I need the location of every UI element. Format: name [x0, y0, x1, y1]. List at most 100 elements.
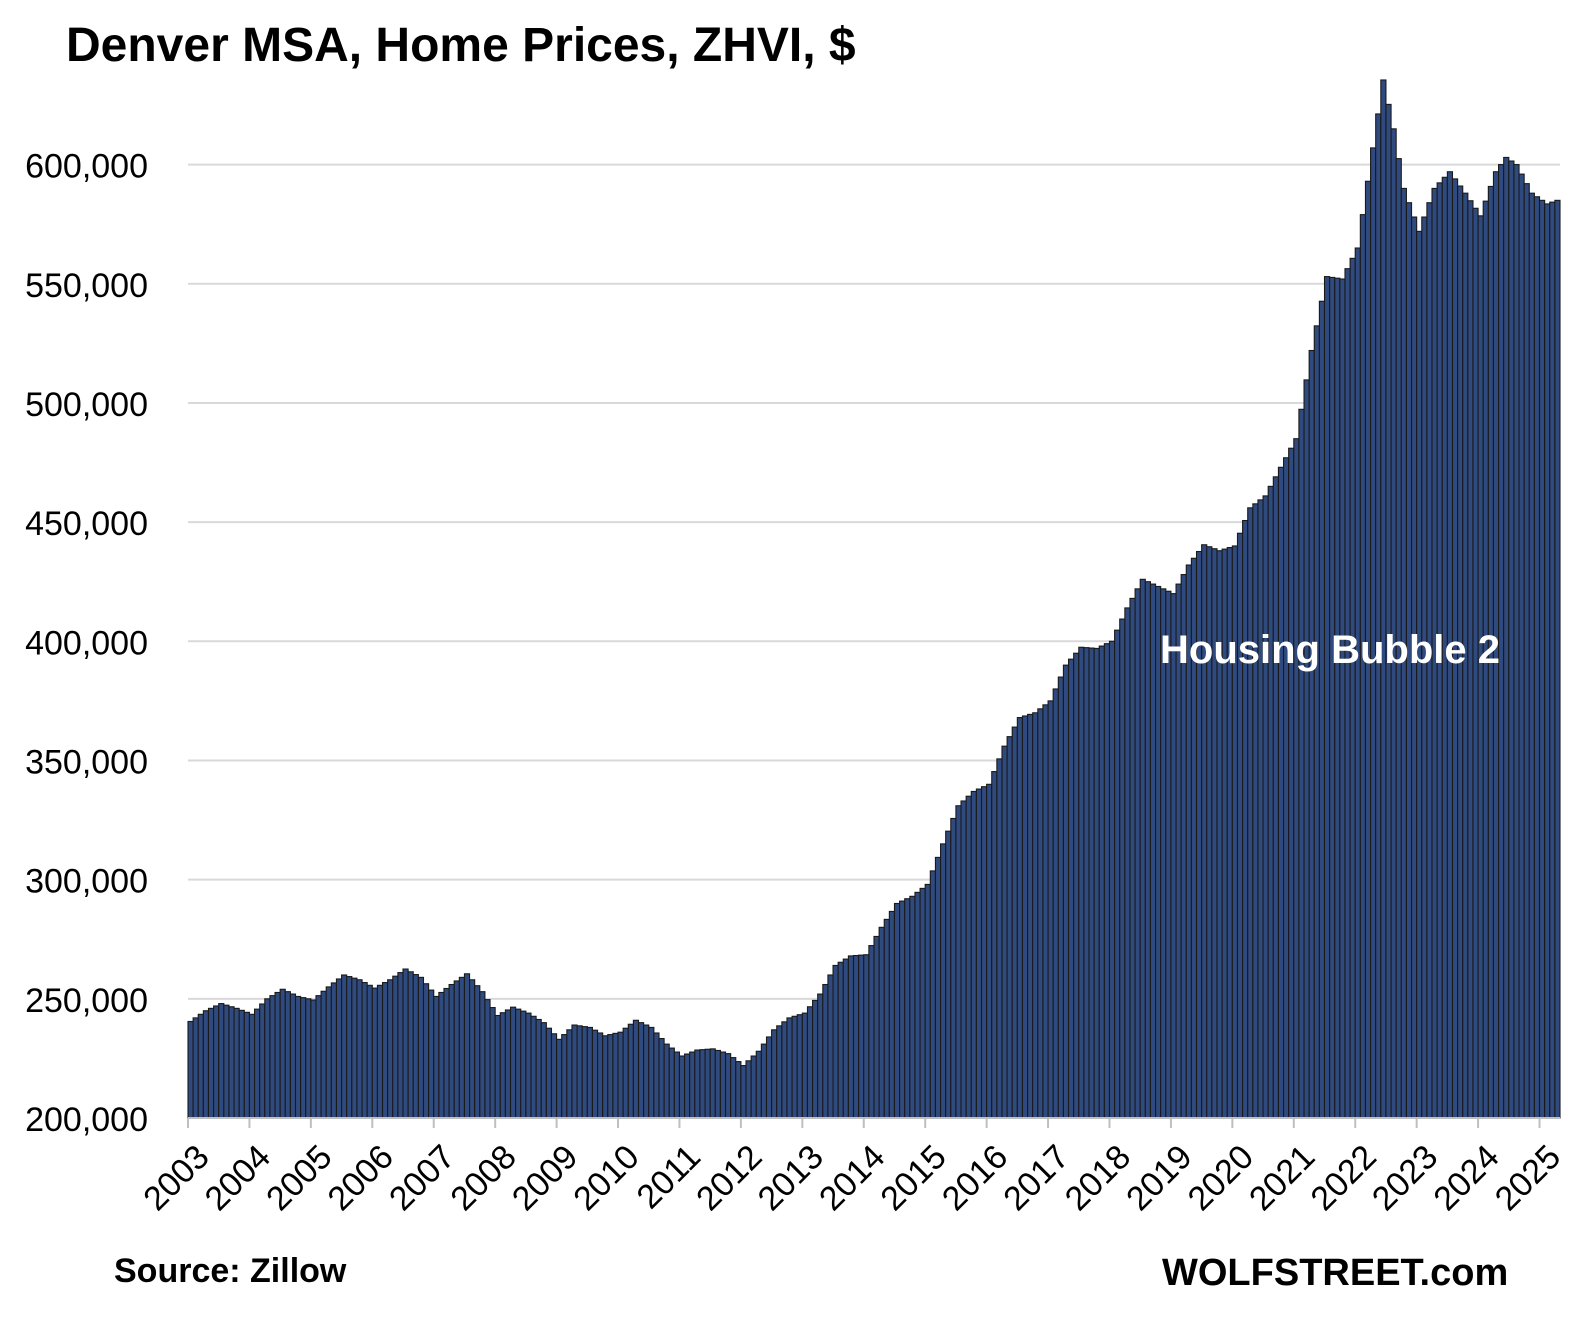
bar	[955, 805, 962, 1119]
bar	[668, 1047, 675, 1119]
bar	[658, 1038, 665, 1119]
bar	[740, 1065, 747, 1119]
bar	[228, 1006, 235, 1119]
bar	[694, 1049, 701, 1119]
bar	[919, 887, 926, 1119]
bar	[888, 910, 896, 1119]
x-tick-label: 2025	[1488, 1138, 1568, 1218]
bar	[1006, 736, 1013, 1119]
bar	[515, 1008, 522, 1119]
bar	[960, 800, 967, 1119]
bar	[294, 995, 302, 1119]
bar	[1257, 499, 1264, 1119]
bar	[346, 976, 353, 1119]
bar	[873, 935, 880, 1119]
bar	[986, 783, 993, 1119]
bar	[1375, 113, 1382, 1119]
bar	[254, 1008, 261, 1119]
x-tick-label: 2005	[259, 1138, 339, 1218]
bar	[545, 1027, 553, 1119]
bar	[939, 843, 947, 1119]
bar	[791, 1015, 798, 1119]
bar	[1283, 457, 1290, 1119]
bar	[1032, 712, 1039, 1119]
x-tick-label: 2022	[1303, 1138, 1383, 1218]
bar	[218, 1003, 225, 1119]
bar	[709, 1048, 716, 1119]
bar	[525, 1012, 532, 1119]
bar	[714, 1049, 721, 1119]
bar	[259, 1003, 266, 1119]
bar	[1037, 708, 1044, 1119]
bar	[233, 1007, 240, 1119]
bar	[847, 955, 855, 1119]
bar	[883, 918, 890, 1119]
bar	[550, 1033, 558, 1119]
bar	[407, 971, 414, 1119]
bar	[1538, 199, 1546, 1119]
bar	[417, 976, 425, 1119]
bar	[617, 1031, 624, 1119]
bar	[238, 1009, 245, 1119]
bar	[330, 982, 338, 1119]
bar	[684, 1053, 691, 1119]
bar	[279, 988, 286, 1119]
bar	[315, 995, 322, 1119]
y-tick-label: 500,000	[25, 386, 148, 424]
x-tick-label: 2018	[1058, 1138, 1138, 1218]
bar	[899, 900, 906, 1119]
bar	[602, 1035, 609, 1119]
bar	[387, 979, 394, 1119]
y-tick-label: 600,000	[25, 148, 148, 186]
bar	[325, 986, 332, 1119]
bar	[494, 1014, 501, 1119]
x-tick-label: 2010	[566, 1138, 646, 1218]
bar	[1016, 717, 1024, 1119]
bar	[806, 1006, 814, 1119]
bar	[1027, 713, 1034, 1119]
bar	[858, 954, 865, 1119]
bar	[530, 1015, 537, 1119]
bar	[750, 1055, 757, 1119]
bar	[300, 997, 307, 1119]
bar	[704, 1048, 711, 1119]
bar	[535, 1018, 542, 1119]
bar	[223, 1004, 230, 1119]
bar	[863, 954, 870, 1119]
bar	[428, 989, 435, 1119]
bar	[812, 999, 819, 1119]
bar	[1308, 349, 1315, 1119]
bar	[1344, 268, 1351, 1119]
bar	[1047, 700, 1054, 1119]
bar	[945, 830, 952, 1119]
bar	[1380, 79, 1387, 1119]
bar	[1329, 276, 1336, 1119]
bar	[689, 1051, 696, 1119]
bar	[637, 1022, 645, 1119]
bar	[1303, 379, 1310, 1119]
bar	[1354, 247, 1361, 1119]
bar	[1390, 128, 1397, 1119]
y-tick-label: 450,000	[25, 505, 148, 543]
bar	[975, 788, 983, 1119]
bar	[1262, 495, 1269, 1119]
bar	[1385, 103, 1392, 1119]
bar	[980, 786, 988, 1119]
bar	[433, 995, 440, 1119]
bar	[1083, 647, 1090, 1119]
x-tick-label: 2008	[443, 1138, 523, 1218]
bar	[289, 993, 297, 1119]
bar	[264, 998, 271, 1119]
bar	[1528, 192, 1535, 1119]
x-tick-label: 2007	[382, 1138, 462, 1218]
bar	[1149, 583, 1157, 1119]
bar	[1067, 658, 1075, 1119]
bar	[1318, 300, 1326, 1119]
bar	[412, 974, 419, 1119]
bar	[453, 980, 460, 1119]
bar	[781, 1021, 788, 1119]
x-tick-label: 2013	[751, 1138, 831, 1218]
bar	[1267, 485, 1274, 1119]
axes	[187, 1117, 1560, 1128]
